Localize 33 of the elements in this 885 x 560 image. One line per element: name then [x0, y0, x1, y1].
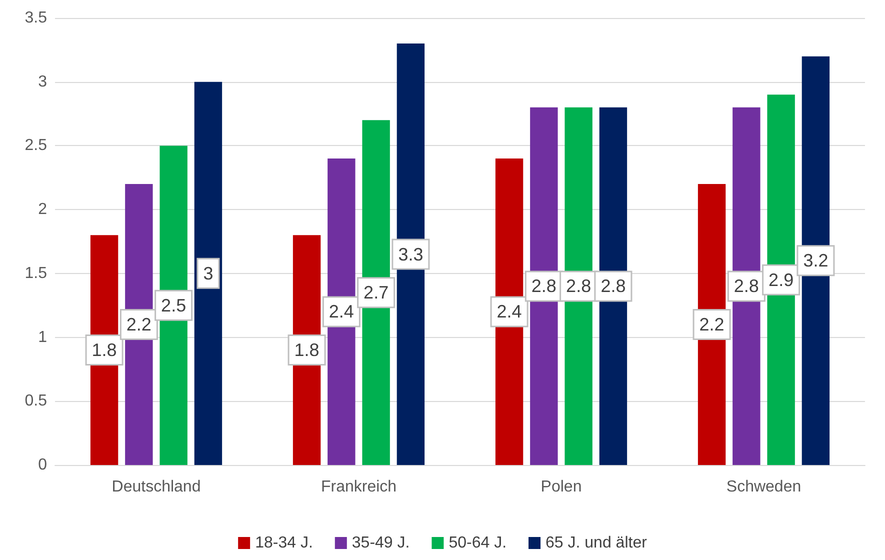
data-label: 2.9: [768, 270, 794, 290]
data-label: 2.8: [734, 276, 759, 296]
y-tick-label: 3.5: [24, 10, 48, 26]
legend-label: 35-49 J.: [352, 534, 410, 552]
legend-label: 50-64 J.: [448, 534, 507, 552]
data-label: 2.7: [364, 282, 389, 303]
x-tick-label: Schweden: [726, 478, 802, 496]
data-label: 2.2: [699, 314, 724, 335]
y-tick-label: 1.5: [24, 264, 48, 282]
bar: [194, 82, 222, 465]
data-label: 3.3: [398, 244, 424, 264]
y-tick-label: 1: [38, 328, 48, 346]
data-label: 2.2: [126, 314, 152, 335]
data-label: 2.4: [328, 302, 354, 322]
data-label: 1.8: [92, 340, 117, 360]
x-tick-label: Frankreich: [320, 478, 397, 496]
y-tick-label: 0: [38, 456, 48, 474]
y-tick-label: 2: [38, 201, 48, 218]
x-tick-label: Polen: [540, 478, 582, 496]
data-label: 3: [203, 263, 214, 284]
y-tick-label: 2.5: [24, 137, 48, 154]
data-label: 3.2: [803, 250, 828, 271]
data-label: 2.4: [496, 302, 522, 322]
data-label: 2.8: [566, 276, 592, 296]
y-tick-label: 3: [38, 73, 48, 90]
legend-label: 65 J. und älter: [546, 534, 648, 552]
data-label: 2.5: [161, 295, 186, 316]
data-label: 1.8: [294, 340, 320, 360]
data-label: 2.8: [600, 276, 626, 296]
x-tick-label: Deutschland: [112, 478, 201, 496]
data-label: 2.8: [531, 276, 556, 296]
y-tick-label: 0.5: [24, 392, 48, 410]
legend-label: 18-34 J.: [255, 534, 313, 552]
